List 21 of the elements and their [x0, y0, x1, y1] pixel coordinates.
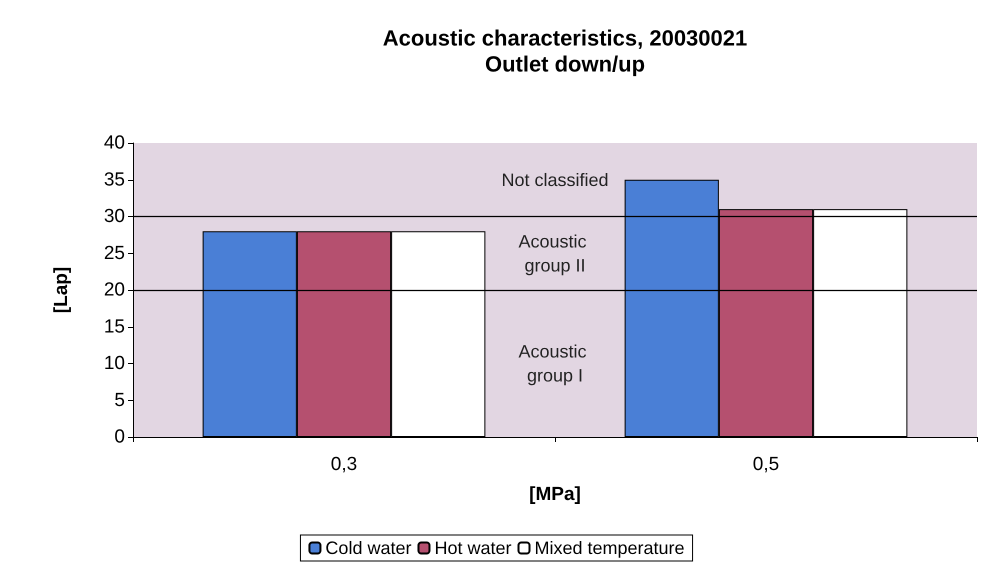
x-axis-title: [MPa] [529, 484, 581, 505]
legend-label: Hot water [434, 538, 512, 558]
y-tick-label: 40 [104, 132, 125, 154]
x-tick-label: 0,5 [752, 454, 780, 475]
legend-label: Cold water [325, 538, 412, 558]
y-tick-label: 10 [104, 353, 125, 374]
x-tick-label: 0,3 [330, 454, 358, 475]
y-tick-label: 25 [104, 242, 125, 264]
annotation: Not classified [501, 170, 609, 190]
annotation: Acoustic group I [518, 342, 592, 386]
y-tick-label: 0 [114, 426, 125, 448]
y-tick-label: 5 [114, 390, 125, 411]
chart-title: Acoustic characteristics, 20030021 [382, 26, 748, 50]
chart-subtitle: Outlet down/up [484, 52, 646, 76]
legend-label: Mixed temperature [534, 538, 685, 558]
y-tick-label: 20 [104, 280, 125, 300]
y-tick-label: 35 [104, 169, 125, 190]
annotation: Acoustic group II [518, 231, 592, 276]
y-tick-label: 15 [104, 316, 125, 338]
y-axis-title: [Lap] [51, 266, 72, 314]
y-tick-label: 30 [104, 206, 125, 227]
